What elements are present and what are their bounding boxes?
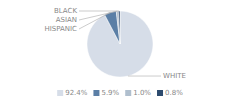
- legend: 92.4% 5.9% 1.0% 0.8%: [57, 89, 183, 97]
- leader-line: [128, 76, 161, 77]
- pie: [87, 11, 153, 77]
- leader-line: [79, 11, 119, 12]
- slice-label: HISPANIC: [44, 25, 77, 33]
- pie-slice: [118, 11, 120, 44]
- legend-swatch: [125, 90, 131, 96]
- slice-label: ASIAN: [56, 16, 77, 24]
- legend-label: 5.9%: [101, 89, 119, 97]
- pie-slice: [87, 11, 153, 77]
- pie-slice: [105, 11, 120, 44]
- legend-item: 92.4%: [57, 89, 88, 97]
- slice-label: BLACK: [54, 7, 77, 15]
- pie-slice: [116, 11, 120, 44]
- legend-swatch: [57, 90, 63, 96]
- slice-labels: BLACKASIANHISPANIC WHITE: [44, 7, 185, 80]
- leader-lines: [79, 11, 161, 76]
- legend-item: 0.8%: [157, 89, 183, 97]
- legend-label: 0.8%: [165, 89, 183, 97]
- legend-item: 1.0%: [125, 89, 151, 97]
- legend-label: 1.0%: [133, 89, 151, 97]
- legend-swatch: [93, 90, 99, 96]
- slice-label: WHITE: [163, 72, 186, 80]
- legend-item: 5.9%: [93, 89, 119, 97]
- chart: BLACKASIANHISPANIC WHITE 92.4% 5.9% 1.0% 0.8%: [0, 0, 240, 100]
- leader-line: [79, 12, 110, 29]
- legend-swatch: [157, 90, 163, 96]
- legend-label: 92.4%: [65, 89, 88, 97]
